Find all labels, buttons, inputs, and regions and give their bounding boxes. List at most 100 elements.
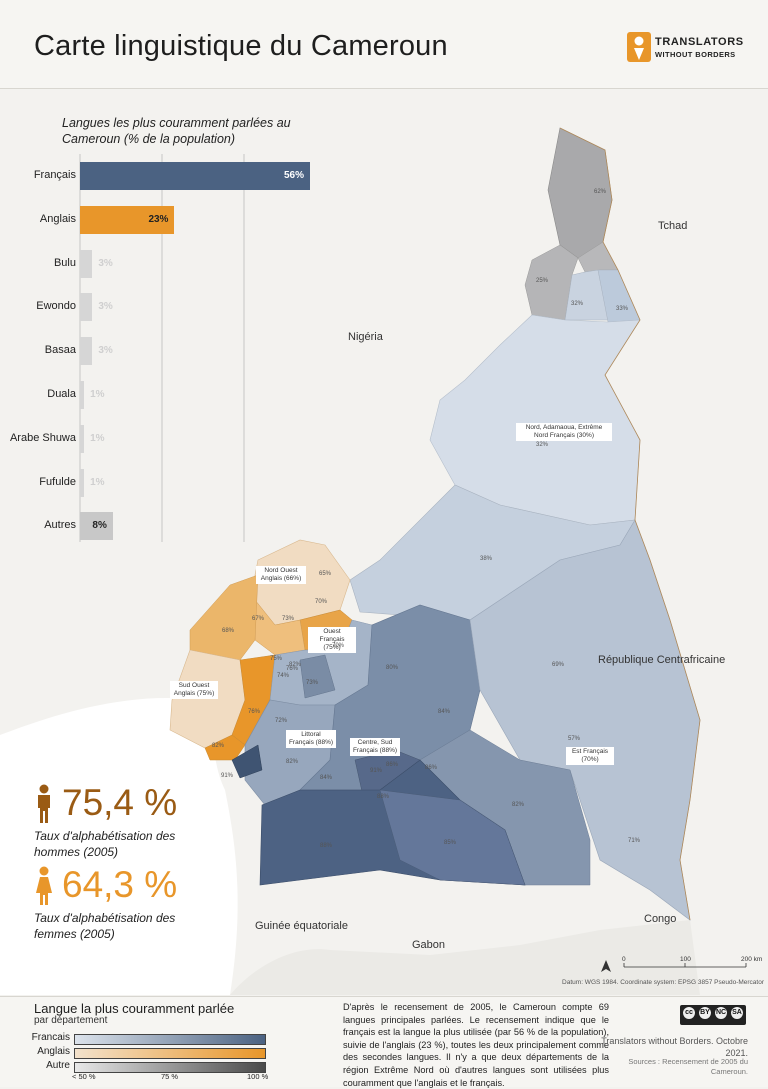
dept-value: 91% [221, 773, 234, 779]
dept-value: 88% [377, 794, 390, 800]
dept-value: 91% [370, 768, 383, 774]
dept-value: 86% [386, 762, 399, 768]
bar-value-label: 1% [90, 476, 105, 488]
bar-label: Ewondo [36, 300, 76, 313]
language-bar-chart: Langues les plus couramment parlées au C… [0, 112, 330, 552]
label-guinee: Guinée équatoriale [255, 920, 348, 932]
callout-nord-ouest: Nord Ouest Anglais (66%) [256, 566, 306, 584]
bar[interactable] [80, 424, 85, 453]
bar-value-label: 23% [148, 213, 169, 225]
legend-row-autre: Autre [0, 1060, 270, 1073]
man-icon [38, 784, 50, 823]
cc-license-badge[interactable]: cc BY NC SA [680, 1005, 746, 1025]
bar-label: Basaa [44, 344, 76, 357]
callout-sud-ouest: Sud Ouest Anglais (75%) [170, 681, 218, 699]
bar-row: Autres 8% [0, 512, 330, 541]
legend-row-anglais: Anglais [0, 1046, 270, 1059]
dept-value: 62% [594, 189, 607, 195]
bar[interactable] [80, 205, 175, 234]
credit: Translators without Borders. Octobre 202… [601, 1036, 748, 1058]
bar-value-label: 1% [90, 389, 105, 400]
label-gabon: Gabon [412, 939, 446, 951]
dept-value: 70% [315, 599, 328, 605]
label-rca: République Centrafricaine [598, 654, 726, 666]
by-icon: BY [699, 1007, 711, 1019]
callout-littoral: Littoral Français (88%) [286, 730, 336, 748]
north-arrow [601, 960, 611, 972]
dept-value: 85% [444, 840, 457, 846]
men-literacy-label: Taux d'alphabétisation des hommes (2005) [34, 829, 176, 859]
scale-0: 0 [622, 956, 626, 963]
scale-100: 100 [680, 956, 691, 963]
dept-dja-lobo[interactable] [379, 789, 526, 886]
sources: Sources : Recensement de 2005 du Camerou… [628, 1057, 748, 1076]
men-literacy-value: 75,4 % [62, 782, 178, 823]
bar[interactable] [80, 512, 113, 541]
dept-value: 69% [552, 662, 565, 668]
scale-bar [623, 963, 747, 968]
dept-value: 82% [512, 802, 525, 808]
bar-value-label: 8% [92, 520, 107, 532]
chart-title: Langues les plus couramment parlées au C… [62, 116, 291, 146]
dept-value: 82% [212, 743, 225, 749]
bar-value-label: 56% [283, 170, 304, 181]
bar-label: Anglais [39, 212, 76, 225]
dept-value: 73% [306, 680, 319, 686]
bar-row: Bulu 3% [0, 249, 330, 278]
callout-est: Est Français (70%) [566, 747, 614, 765]
bar-row: Arabe Shuwa 1% [0, 424, 330, 453]
dept-value: 82% [289, 662, 302, 668]
dept-value: 80% [386, 665, 399, 671]
callout-centre-sud: Centre, Sud Français (88%) [350, 738, 400, 756]
bar-label: Autres [44, 519, 76, 532]
bar[interactable] [80, 468, 85, 497]
legend-label: Autre [46, 1060, 70, 1071]
bar[interactable] [80, 249, 93, 278]
callout-ouest: Ouest Français (75%) [308, 627, 356, 653]
bar-value-label: 1% [90, 432, 105, 444]
legend-row-francais: Francais [0, 1032, 270, 1045]
census-note: D'après le recensement de 2005, le Camer… [343, 1002, 609, 1088]
dept-value: 32% [536, 442, 549, 448]
dept-value: 65% [319, 571, 332, 577]
legend-title: Langue la plus couramment parlée [34, 1001, 235, 1016]
logo-icon [627, 32, 651, 62]
legend-tick-max: 100 % [247, 1072, 269, 1081]
bar-row: Fufulde 1% [0, 468, 330, 497]
bar-value-label: 3% [98, 257, 113, 269]
bar-label: Fufulde [39, 475, 76, 488]
label-tchad: Tchad [658, 220, 688, 232]
bar-row: Français 56% [0, 162, 330, 190]
dept-value: 84% [320, 775, 333, 781]
sea-area [0, 698, 238, 995]
dept-value: 84% [438, 709, 451, 715]
dept-value: 38% [480, 556, 493, 562]
legend-tick-min: < 50 % [72, 1072, 96, 1081]
bar-label: Bulu [53, 256, 76, 269]
bar[interactable] [80, 381, 85, 409]
dept-wouri[interactable] [231, 744, 263, 779]
bar-row: Ewondo 3% [0, 293, 330, 322]
dept-fako[interactable] [204, 734, 246, 761]
gabon-congo-land [230, 920, 700, 995]
map[interactable]: Tchad Nigéria République Centrafricaine … [0, 89, 768, 995]
bar[interactable] [80, 293, 93, 322]
header: Carte linguistique du Cameroun TRANSLATO… [0, 0, 768, 89]
dept-value: 70% [332, 643, 345, 649]
bar[interactable] [80, 337, 93, 366]
bar[interactable] [80, 162, 310, 190]
org-name-line2: WITHOUT BORDERS [655, 50, 736, 59]
dept-mifi[interactable] [299, 654, 336, 699]
footer: Langue la plus couramment parlée par dép… [0, 996, 768, 1088]
dept-value: 68% [222, 628, 235, 634]
dept-value: 33% [616, 306, 629, 312]
dept-value: 72% [275, 718, 288, 724]
bar-row: Basaa 3% [0, 337, 330, 366]
callout-nord: Nord, Adamaoua, Extrême Nord Français (3… [516, 423, 612, 441]
dept-value: 32% [571, 301, 584, 307]
map-svg[interactable] [0, 89, 768, 995]
nc-icon: NC [715, 1007, 727, 1019]
dept-value: 88% [320, 843, 333, 849]
org-name-line1: TRANSLATORS [655, 36, 744, 48]
dept-value: 82% [286, 759, 299, 765]
